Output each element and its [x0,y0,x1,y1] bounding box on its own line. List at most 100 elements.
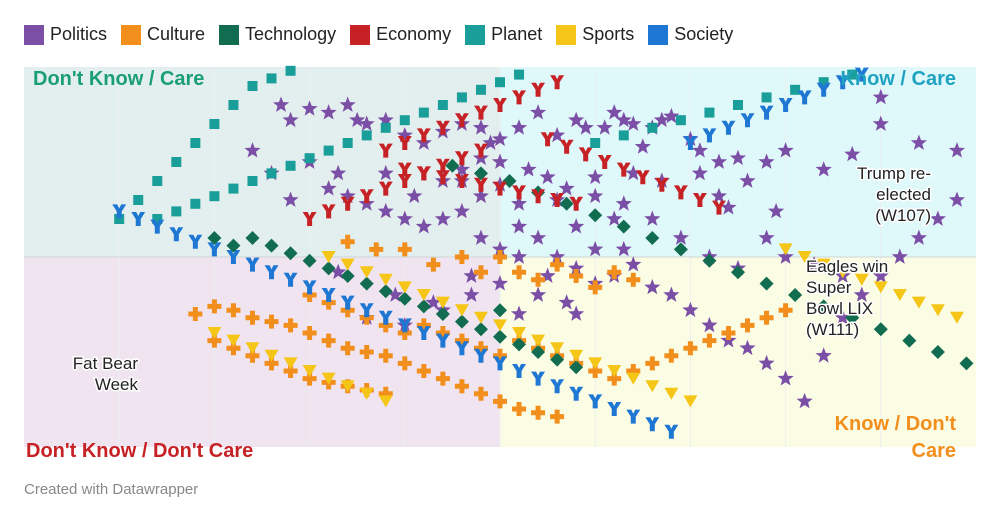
legend-label: Politics [50,24,108,44]
marker-star [577,119,594,135]
marker-y [435,333,450,348]
quadrant-label-top-left: Don't Know / Care [33,68,204,90]
marker-square [618,130,629,141]
marker-plus [588,364,603,378]
legend-swatch [648,24,669,45]
marker-square [209,119,220,129]
marker-square [818,77,829,88]
marker-star [606,104,623,120]
marker-diamond [645,231,660,245]
marker-star [472,119,489,135]
marker-plus [435,326,450,340]
marker-plus [302,288,317,302]
marker-y [454,174,469,188]
marker-plus [550,257,565,272]
quadrant-label-top-right: Know / Care [840,68,956,90]
marker-plus [721,326,736,340]
marker-plus [378,386,393,401]
marker-star [511,218,528,234]
marker-plus [397,356,412,371]
marker-diamond [845,310,860,325]
marker-y [397,174,412,188]
marker-plus [664,348,679,363]
marker-diamond [531,185,546,200]
marker-star [663,286,680,302]
marker-y [397,318,412,333]
marker-plus [321,295,336,310]
legend-swatch [556,24,577,45]
marker-square [190,138,201,148]
marker-y [531,82,546,97]
marker-triangle [397,281,412,294]
marker-star [491,130,509,147]
marker-star [625,115,642,131]
marker-square [285,65,296,76]
marker-plus [740,318,755,333]
marker-y [740,113,755,128]
marker-diamond [302,253,317,268]
marker-diamond [550,352,565,367]
marker-triangle [854,273,869,286]
marker-star [244,142,261,158]
marker-diamond [673,242,688,257]
marker-star [587,168,604,185]
marker-y [397,162,412,177]
marker-plus [226,303,241,318]
marker-star [377,111,394,128]
marker-plus [607,265,622,280]
marker-diamond [493,303,507,318]
marker-square [675,115,686,126]
annotation-trump: Trump re- [857,164,931,183]
marker-triangle [454,304,469,317]
marker-star [615,111,632,128]
marker-star [387,286,404,302]
marker-square [437,100,448,110]
marker-plus [454,333,469,348]
marker-star [663,107,680,124]
legend-item-economy: Economy [350,24,451,45]
marker-triangle [645,380,660,393]
marker-star [606,210,623,226]
marker-y [416,128,431,143]
marker-star [491,176,509,192]
marker-square [304,153,315,164]
marker-plus [369,242,384,257]
quadrant-label-bottom-left: Don't Know / Don't Care [26,440,253,462]
marker-plus [702,333,717,348]
marker-square [361,130,372,141]
marker-plus [531,405,546,420]
marker-star [339,96,356,112]
legend: Politics Culture Technology Economy Planet Sp… [24,24,733,45]
marker-star [396,126,413,143]
marker-diamond [502,174,517,188]
marker-diamond [493,329,507,344]
marker-star [653,172,670,188]
quadrant-top-right [500,67,976,257]
marker-y [711,200,726,215]
annotation-fat-bear: Fat Bear [73,354,139,373]
marker-plus [435,371,450,386]
marker-triangle [340,380,355,393]
marker-star [549,248,566,264]
marker-diamond [454,314,469,329]
marker-star [653,111,670,128]
marker-y [607,402,622,416]
marker-y [512,185,527,200]
marker-triangle [416,289,431,301]
marker-plus [245,348,260,363]
marker-star [587,187,604,204]
marker-square [456,92,467,103]
marker-y [302,212,317,226]
marker-y [245,257,260,272]
marker-y [169,227,184,242]
marker-diamond [359,276,374,291]
marker-square [475,84,486,95]
marker-star [682,130,699,147]
marker-plus [473,265,488,280]
marker-triangle [588,357,603,370]
marker-y [569,196,584,211]
marker-plus [416,364,431,378]
marker-triangle [626,372,641,385]
marker-star [644,278,661,295]
marker-y [550,193,565,207]
